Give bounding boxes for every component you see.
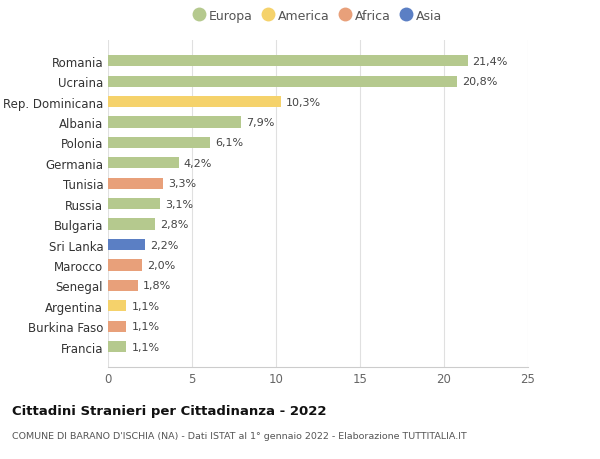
- Text: 7,9%: 7,9%: [246, 118, 274, 128]
- Text: 3,1%: 3,1%: [165, 199, 193, 209]
- Legend: Europa, America, Africa, Asia: Europa, America, Africa, Asia: [189, 5, 447, 28]
- Text: 21,4%: 21,4%: [473, 57, 508, 67]
- Text: 4,2%: 4,2%: [184, 158, 212, 168]
- Text: 10,3%: 10,3%: [286, 97, 321, 107]
- Bar: [108, 341, 127, 353]
- Text: 1,1%: 1,1%: [131, 321, 160, 331]
- Bar: [108, 97, 281, 108]
- Bar: [108, 219, 155, 230]
- Text: 2,0%: 2,0%: [146, 260, 175, 270]
- Bar: [108, 260, 142, 271]
- Text: 1,1%: 1,1%: [131, 342, 160, 352]
- Text: 3,3%: 3,3%: [169, 179, 197, 189]
- Bar: [108, 321, 127, 332]
- Text: 20,8%: 20,8%: [463, 77, 498, 87]
- Bar: [108, 117, 241, 129]
- Bar: [108, 77, 457, 88]
- Text: COMUNE DI BARANO D'ISCHIA (NA) - Dati ISTAT al 1° gennaio 2022 - Elaborazione TU: COMUNE DI BARANO D'ISCHIA (NA) - Dati IS…: [12, 431, 467, 441]
- Bar: [108, 178, 163, 190]
- Text: 6,1%: 6,1%: [215, 138, 244, 148]
- Text: 1,1%: 1,1%: [131, 301, 160, 311]
- Text: 2,2%: 2,2%: [150, 240, 178, 250]
- Bar: [108, 158, 179, 169]
- Text: 1,8%: 1,8%: [143, 281, 172, 291]
- Bar: [108, 301, 127, 312]
- Text: Cittadini Stranieri per Cittadinanza - 2022: Cittadini Stranieri per Cittadinanza - 2…: [12, 404, 326, 417]
- Text: 2,8%: 2,8%: [160, 219, 188, 230]
- Bar: [108, 280, 138, 291]
- Bar: [108, 199, 160, 210]
- Bar: [108, 138, 211, 149]
- Bar: [108, 56, 467, 67]
- Bar: [108, 240, 145, 251]
